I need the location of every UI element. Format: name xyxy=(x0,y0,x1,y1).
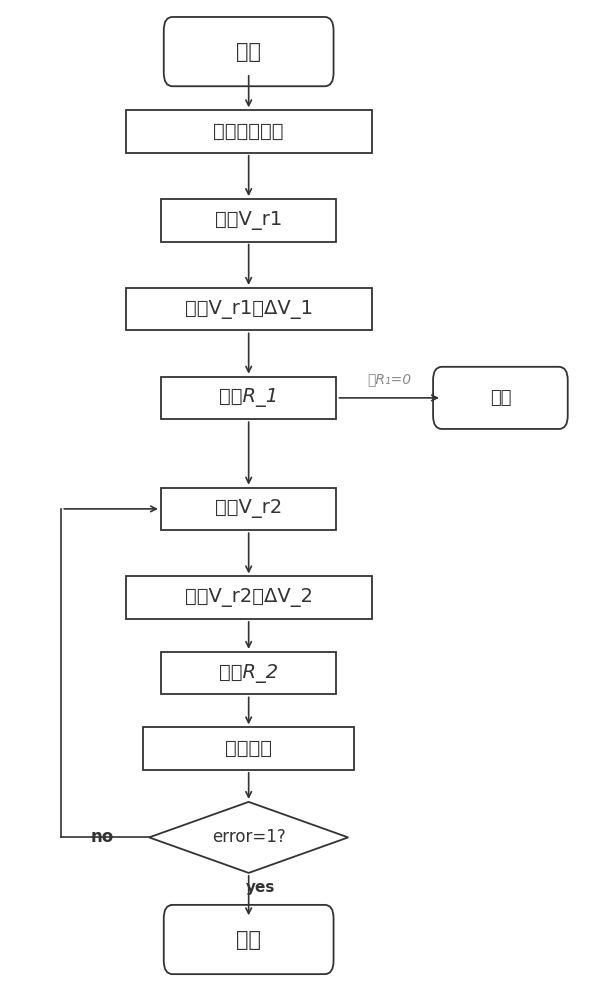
Text: 读取偏置电压: 读取偏置电压 xyxy=(213,122,284,141)
Bar xyxy=(161,652,336,694)
Text: 设置V_r1: 设置V_r1 xyxy=(215,211,282,230)
Bar xyxy=(126,110,372,153)
Bar xyxy=(161,488,336,530)
Text: 分析判断: 分析判断 xyxy=(225,739,272,758)
Text: 计算R_1: 计算R_1 xyxy=(219,388,278,407)
Text: 读取V_r2和ΔV_2: 读取V_r2和ΔV_2 xyxy=(184,588,313,607)
Text: error=1?: error=1? xyxy=(212,828,285,846)
Text: 若R₁=0: 若R₁=0 xyxy=(367,372,411,386)
FancyBboxPatch shape xyxy=(164,905,333,974)
Text: no: no xyxy=(91,828,114,846)
FancyBboxPatch shape xyxy=(164,17,333,86)
Text: 停止: 停止 xyxy=(490,389,511,407)
Text: 停止: 停止 xyxy=(236,930,261,950)
Bar xyxy=(126,576,372,619)
Text: yes: yes xyxy=(246,880,275,895)
Polygon shape xyxy=(149,802,348,873)
Bar xyxy=(126,288,372,330)
Text: 读取V_r1和ΔV_1: 读取V_r1和ΔV_1 xyxy=(184,300,313,319)
Text: 设置V_r2: 设置V_r2 xyxy=(215,499,282,518)
Bar xyxy=(161,199,336,242)
FancyBboxPatch shape xyxy=(433,367,568,429)
Bar xyxy=(143,727,354,770)
Text: 计算R_2: 计算R_2 xyxy=(219,664,278,683)
Bar xyxy=(161,377,336,419)
Text: 开始: 开始 xyxy=(236,42,261,62)
